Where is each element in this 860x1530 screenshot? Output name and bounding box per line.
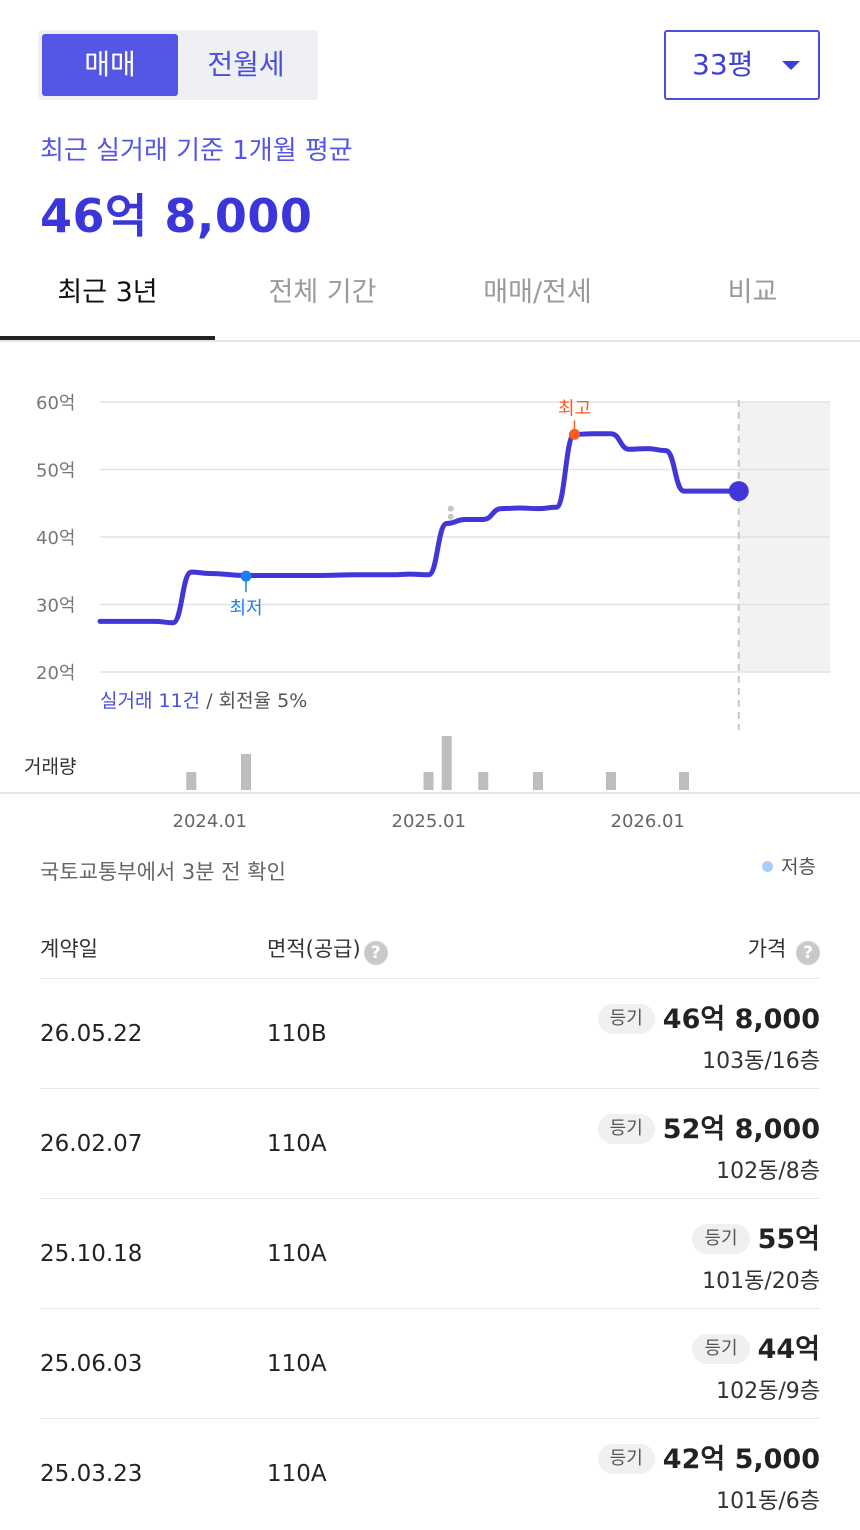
volume-bar bbox=[186, 772, 197, 790]
row-area: 110B bbox=[267, 1021, 327, 1047]
lowest-price-point[interactable] bbox=[240, 570, 252, 582]
turnover-rate: / 회전율 5% bbox=[206, 690, 308, 712]
volume-bar bbox=[606, 772, 616, 790]
x-tick-label: 2024.01 bbox=[173, 811, 247, 832]
row-price-value: 44억 bbox=[757, 1334, 820, 1365]
volume-label: 거래량 bbox=[24, 756, 77, 778]
row-price: 등기 42억 5,000 bbox=[597, 1437, 820, 1476]
row-divider bbox=[40, 978, 820, 979]
highest-label: 최고 bbox=[558, 398, 591, 419]
help-icon[interactable]: ? bbox=[796, 941, 820, 965]
size-select[interactable]: 33평 bbox=[664, 30, 820, 100]
trade-type-toggle: 매매 전월세 bbox=[38, 30, 318, 100]
table-row[interactable]: 26.02.07 110A 등기 52억 8,000 102동/8층 bbox=[40, 1089, 820, 1199]
legend-low-floor-label: 저층 bbox=[781, 856, 816, 878]
volume-bar bbox=[533, 772, 543, 790]
tab-all-period[interactable]: 전체 기간 bbox=[268, 277, 377, 308]
row-date: 26.05.22 bbox=[40, 1021, 143, 1047]
row-price-value: 46억 8,000 bbox=[662, 1004, 820, 1035]
volume-bar bbox=[423, 772, 434, 790]
trade-info: 실거래 11건 / 회전율 5% bbox=[100, 686, 307, 713]
row-divider bbox=[40, 1308, 820, 1309]
other-trade-marker bbox=[447, 513, 454, 520]
row-price-value: 52억 8,000 bbox=[662, 1114, 820, 1145]
volume-bar bbox=[679, 772, 689, 790]
highest-price-point[interactable] bbox=[569, 428, 580, 440]
row-unit: 102동/8층 bbox=[716, 1159, 820, 1184]
chevron-down-icon bbox=[782, 61, 800, 70]
row-price: 등기 52억 8,000 bbox=[597, 1107, 820, 1146]
help-icon[interactable]: ? bbox=[363, 941, 388, 965]
legend-low-floor: 저층 bbox=[762, 852, 816, 879]
row-unit: 101동/6층 bbox=[716, 1489, 820, 1514]
y-tick-label: 30억 bbox=[36, 596, 75, 617]
y-tick-label: 60억 bbox=[36, 393, 75, 414]
row-unit: 102동/9층 bbox=[716, 1379, 820, 1404]
active-tab-indicator bbox=[0, 336, 215, 340]
row-date: 25.06.03 bbox=[40, 1351, 143, 1377]
average-label: 최근 실거래 기준 1개월 평균 bbox=[40, 136, 353, 166]
volume-bar bbox=[441, 736, 452, 790]
column-header-price-label: 가격 bbox=[747, 937, 787, 961]
tab-sale-vs-jeonse[interactable]: 매매/전세 bbox=[483, 277, 592, 308]
volume-baseline bbox=[0, 792, 860, 794]
row-area: 110A bbox=[267, 1351, 327, 1377]
size-select-value: 33평 bbox=[692, 48, 754, 81]
y-tick-label: 20억 bbox=[36, 663, 75, 684]
column-header-date: 계약일 bbox=[40, 937, 98, 961]
row-date: 26.02.07 bbox=[40, 1131, 143, 1157]
row-area: 110A bbox=[267, 1461, 327, 1487]
column-header-price: 가격 ? bbox=[748, 933, 820, 965]
row-divider bbox=[40, 1088, 820, 1089]
row-unit: 103동/16층 bbox=[702, 1049, 820, 1074]
tab-recent-3-years[interactable]: 최근 3년 bbox=[57, 277, 158, 308]
row-price-value: 55억 bbox=[757, 1224, 820, 1255]
row-divider bbox=[40, 1198, 820, 1199]
table-row[interactable]: 25.10.18 110A 등기 55억 101동/20층 bbox=[40, 1199, 820, 1309]
y-tick-label: 50억 bbox=[36, 461, 75, 482]
trade-type-sale-button[interactable]: 매매 bbox=[42, 34, 178, 96]
period-tabs: 최근 3년 전체 기간 매매/전세 비교 bbox=[0, 262, 860, 342]
row-price: 등기 55억 bbox=[692, 1217, 820, 1256]
registered-badge: 등기 bbox=[692, 1224, 750, 1254]
other-trade-marker bbox=[447, 505, 454, 512]
low-floor-dot-icon bbox=[762, 861, 773, 872]
row-unit: 101동/20층 bbox=[702, 1269, 820, 1294]
row-area: 110A bbox=[267, 1241, 327, 1267]
row-area: 110A bbox=[267, 1131, 327, 1157]
table-row[interactable]: 26.05.22 110B 등기 46억 8,000 103동/16층 bbox=[40, 979, 820, 1089]
column-header-area: 면적(공급)? bbox=[267, 933, 388, 965]
table-row[interactable]: 25.06.03 110A 등기 44억 102동/9층 bbox=[40, 1309, 820, 1419]
volume-bar bbox=[478, 772, 489, 790]
row-date: 25.10.18 bbox=[40, 1241, 143, 1267]
y-tick-label: 40억 bbox=[36, 528, 75, 549]
registered-badge: 등기 bbox=[597, 1004, 655, 1034]
price-series-line[interactable] bbox=[97, 431, 742, 626]
registered-badge: 등기 bbox=[597, 1114, 655, 1144]
row-price: 등기 46억 8,000 bbox=[597, 997, 820, 1036]
average-price: 46억 8,000 bbox=[40, 189, 313, 243]
row-date: 25.03.23 bbox=[40, 1461, 143, 1487]
registered-badge: 등기 bbox=[692, 1334, 750, 1364]
lowest-label: 최저 bbox=[229, 598, 262, 619]
trade-type-rent-button[interactable]: 전월세 bbox=[207, 48, 285, 81]
trade-count[interactable]: 실거래 11건 bbox=[100, 690, 201, 712]
row-divider bbox=[40, 1418, 820, 1419]
row-price: 등기 44억 bbox=[692, 1327, 820, 1366]
volume-bar bbox=[241, 754, 251, 790]
x-tick-label: 2026.01 bbox=[611, 811, 685, 832]
row-price-value: 42억 5,000 bbox=[662, 1444, 820, 1475]
tab-compare[interactable]: 비교 bbox=[727, 277, 778, 308]
column-header-area-label: 면적(공급) bbox=[267, 937, 361, 961]
registered-badge: 등기 bbox=[597, 1444, 655, 1474]
table-row[interactable]: 25.03.23 110A 등기 42억 5,000 101동/6층 bbox=[40, 1419, 820, 1529]
latest-price-point[interactable] bbox=[728, 481, 749, 502]
source-info: 국토교통부에서 3분 전 확인 bbox=[40, 860, 286, 884]
x-tick-label: 2025.01 bbox=[392, 811, 466, 832]
